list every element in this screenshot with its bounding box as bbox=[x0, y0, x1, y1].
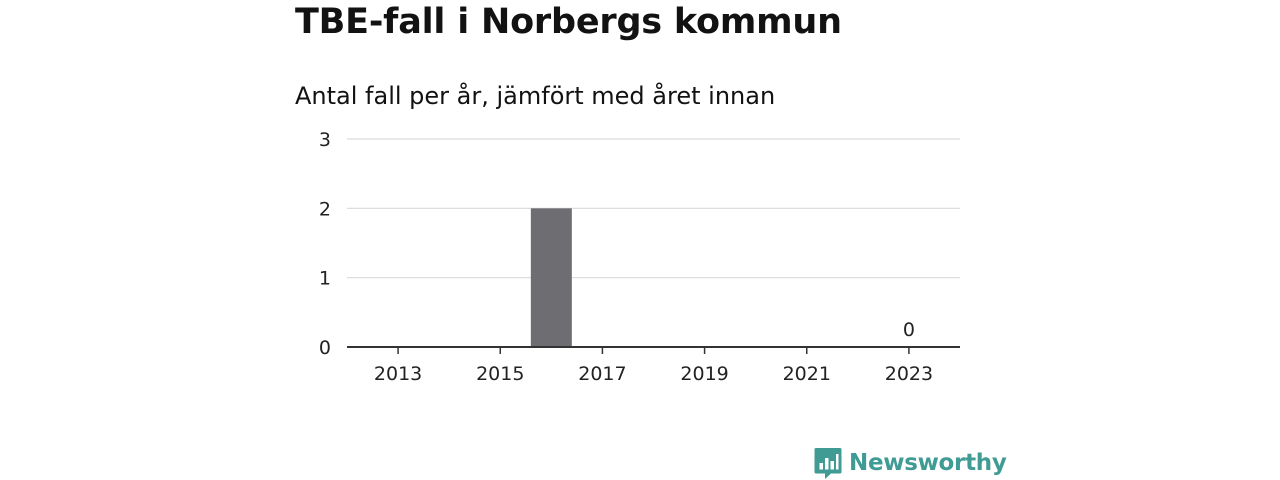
bar-value-label: 0 bbox=[903, 319, 915, 341]
y-tick-label: 0 bbox=[319, 337, 331, 359]
bar bbox=[530, 208, 572, 347]
bars bbox=[530, 208, 572, 347]
value-labels: 0 bbox=[903, 319, 915, 341]
y-tick-label: 1 bbox=[319, 268, 331, 290]
y-tick-label: 2 bbox=[319, 198, 331, 220]
y-tick-label: 3 bbox=[319, 129, 331, 151]
y-axis-labels: 0 1 2 3 bbox=[319, 129, 331, 359]
x-tick-label: 2019 bbox=[680, 363, 728, 385]
bar-chart-speech-bubble-icon bbox=[814, 447, 842, 479]
x-axis-labels: 2013 2015 2017 2019 2021 2023 bbox=[374, 363, 933, 385]
newsworthy-logo: Newsworthy bbox=[814, 446, 1007, 480]
brand-name: Newsworthy bbox=[849, 450, 1007, 476]
chart-subtitle: Antal fall per år, jämfört med året inna… bbox=[295, 82, 776, 110]
x-tick-label: 2021 bbox=[783, 363, 831, 385]
chart-title: TBE-fall i Norbergs kommun bbox=[295, 2, 842, 42]
x-axis bbox=[347, 346, 960, 354]
grid-lines bbox=[347, 138, 960, 279]
x-tick-label: 2015 bbox=[476, 363, 524, 385]
x-tick-label: 2023 bbox=[885, 363, 933, 385]
x-tick-label: 2017 bbox=[578, 363, 626, 385]
x-tick-label: 2013 bbox=[374, 363, 422, 385]
